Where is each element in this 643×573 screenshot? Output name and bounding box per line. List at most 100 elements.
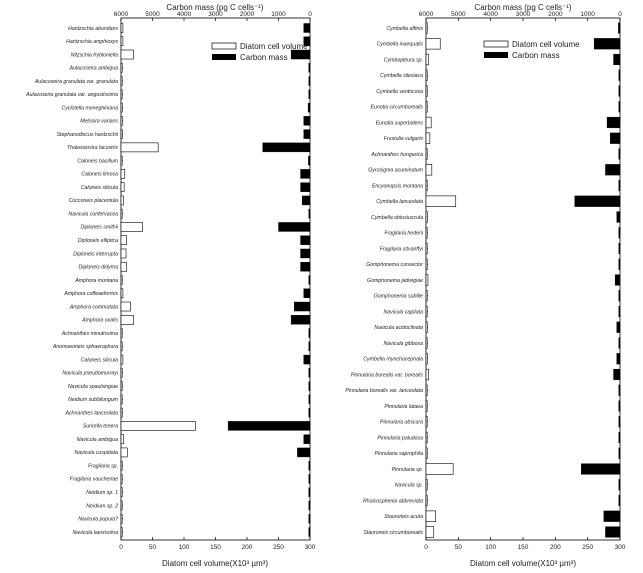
volume-bar <box>120 49 134 60</box>
category-label: Aulacoseira granulata var. granulata <box>34 79 118 85</box>
carbon-bar <box>610 132 621 144</box>
legend-label-volume: Diatom cell volume <box>240 42 308 51</box>
category-label: Aulacoseira granulata var. angustissima <box>25 92 118 98</box>
top-tick-label: 6000 <box>114 11 129 18</box>
top-tick-label: 2000 <box>240 11 255 18</box>
carbon-bar <box>605 526 621 538</box>
category-label: Navicula pupula? <box>78 517 118 523</box>
volume-bar <box>120 513 123 524</box>
volume-bar <box>120 36 124 47</box>
bottom-tick-label: 100 <box>179 544 190 551</box>
carbon-bar <box>618 384 621 396</box>
carbon-bar <box>308 487 311 497</box>
category-label: Achnanthes lanceolata <box>65 410 119 416</box>
volume-bar <box>120 195 124 206</box>
top-tick-label: 1000 <box>271 11 286 18</box>
bottom-axis-title: Diatom cell volume(X10³ µm³) <box>470 559 576 568</box>
volume-bar <box>120 142 159 153</box>
carbon-bar <box>300 248 311 259</box>
volume-bar <box>425 479 428 491</box>
volume-bar <box>425 53 429 66</box>
volume-bar <box>120 23 124 33</box>
volume-bar <box>425 384 428 396</box>
carbon-bar <box>618 227 621 239</box>
legend-swatch-carbon <box>212 54 236 60</box>
carbon-bar <box>303 288 311 298</box>
volume-bar <box>120 368 123 378</box>
volume-bar <box>425 353 428 365</box>
volume-bar <box>425 431 428 444</box>
volume-bar <box>120 447 128 458</box>
bottom-axis-title: Diatom cell volume(X10³ µm³) <box>162 559 268 568</box>
legend-swatch-carbon <box>484 52 508 58</box>
bottom-tick-label: 250 <box>273 544 284 551</box>
carbon-bar <box>618 400 621 412</box>
legend-label-carbon: Carbon mass <box>512 51 560 60</box>
category-label: Gomphonema consector <box>366 262 423 268</box>
category-label: Navicula confervacea <box>68 211 118 217</box>
volume-bar <box>425 22 428 34</box>
carbon-bar <box>618 479 621 491</box>
category-label: Fragilaria istvanffyi <box>380 246 424 252</box>
category-label: Pinnularia saprophila <box>375 451 424 457</box>
category-label: Navicula gibbosa <box>383 341 423 347</box>
category-label: Hantzschia amphioxys <box>66 39 118 45</box>
volume-bar <box>425 463 454 475</box>
volume-bar <box>120 328 123 338</box>
carbon-bar <box>227 421 311 431</box>
category-label: Caloneis silicula <box>81 357 118 363</box>
legend-label-carbon: Carbon mass <box>240 53 288 62</box>
volume-bar <box>120 62 123 73</box>
carbon-bar <box>618 69 621 81</box>
category-label: Pinnularia sp. <box>392 467 423 473</box>
carbon-bar <box>297 447 311 458</box>
category-label: Diploneis smithii <box>81 225 119 231</box>
category-label: Navicula capitata <box>383 309 423 315</box>
carbon-bar <box>308 63 311 73</box>
category-label: Cymbella inaequalis <box>377 42 424 48</box>
volume-bar <box>425 179 428 192</box>
carbon-bar <box>616 321 621 333</box>
category-label: Cymbella ventricosa <box>376 89 423 95</box>
carbon-bar <box>278 222 311 232</box>
carbon-bar <box>581 463 621 475</box>
carbon-bar <box>300 169 311 179</box>
category-label: Thalassiosira lacustris <box>67 145 118 151</box>
top-tick-label: 5000 <box>145 11 160 18</box>
volume-bar <box>120 208 123 219</box>
carbon-bar <box>308 155 311 166</box>
carbon-bar <box>303 23 311 33</box>
top-axis-title: Carbon mass (pg C cells⁻¹) <box>166 3 263 12</box>
top-tick-label: 1000 <box>580 11 595 18</box>
volume-bar <box>425 101 428 113</box>
volume-bar <box>120 354 124 365</box>
carbon-bar <box>262 142 311 153</box>
category-label: Cymbella affinis <box>386 26 423 32</box>
volume-bar <box>425 274 429 286</box>
category-label: Gyrosigma acuminatum <box>368 168 423 174</box>
category-label: Stauroneis circumborealis <box>363 530 423 536</box>
volume-bar <box>120 407 123 418</box>
volume-bar <box>120 460 123 471</box>
carbon-bar <box>308 89 311 100</box>
carbon-bar <box>618 101 621 113</box>
category-label: Pinnularia borealis var. lanceolata <box>345 388 423 394</box>
volume-bar <box>120 155 123 166</box>
category-label: Nitzschia frybloniella <box>71 52 118 58</box>
category-label: Encyonopsis montana <box>372 183 423 189</box>
category-label: Pinnularia lataea <box>384 404 423 410</box>
top-axis-title: Carbon mass (pg C cells⁻¹) <box>474 3 571 12</box>
bottom-tick-label: 50 <box>149 544 157 551</box>
volume-bar <box>425 195 457 207</box>
category-label: Rhoicosphenia abbreviata <box>363 498 423 504</box>
bottom-tick-label: 200 <box>550 544 561 551</box>
category-label: Pinnularia paludosa <box>377 435 423 441</box>
carbon-bar <box>308 328 311 338</box>
category-label: Eunotia circumborealis <box>371 105 424 111</box>
category-label: Cymbella lanceolata <box>376 199 423 205</box>
volume-bar <box>425 305 428 318</box>
legend-label-volume: Diatom cell volume <box>512 40 580 49</box>
carbon-bar <box>308 460 311 471</box>
